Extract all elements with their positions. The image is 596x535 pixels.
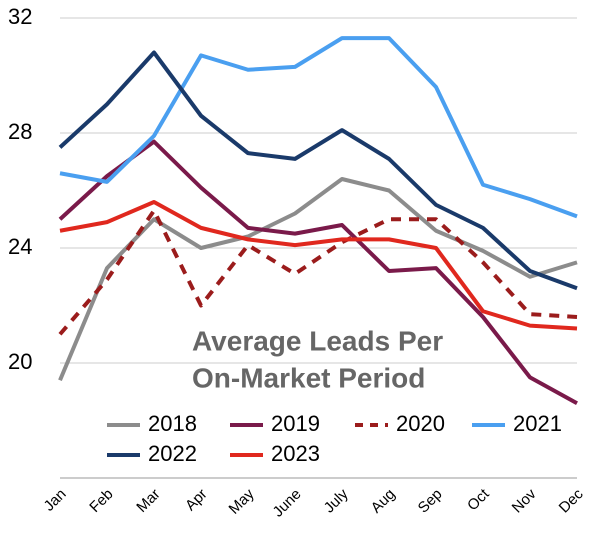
x-tick-label: June <box>270 486 305 521</box>
series-line <box>58 208 578 336</box>
x-tick-label: July <box>321 485 352 516</box>
y-tick-label: 32 <box>8 4 32 29</box>
legend-label: 2023 <box>271 441 320 466</box>
series-line <box>59 200 578 331</box>
x-tick-label: Mar <box>133 486 163 516</box>
chart-title: On-Market Period <box>192 362 425 393</box>
y-tick-label: 24 <box>8 234 32 259</box>
series-line <box>58 139 578 406</box>
chart-title: Average Leads Per <box>192 325 443 356</box>
x-tick-label: Apr <box>182 486 211 515</box>
x-tick-label: Nov <box>509 485 540 516</box>
y-tick-label: 28 <box>8 119 32 144</box>
x-tick-label: May <box>226 485 258 517</box>
legend-label: 2019 <box>271 411 320 436</box>
x-tick-label: Feb <box>86 486 116 516</box>
y-tick-label: 20 <box>8 349 32 374</box>
legend-label: 2021 <box>513 411 562 436</box>
series-line <box>58 177 578 382</box>
x-tick-label: Oct <box>464 485 493 514</box>
series-line <box>58 50 578 291</box>
x-tick-label: Sep <box>415 486 446 517</box>
x-tick-label: Dec <box>556 485 587 516</box>
series-line <box>59 36 578 219</box>
x-tick-label: Aug <box>368 486 399 517</box>
legend-label: 2022 <box>148 441 197 466</box>
x-tick-label: Jan <box>41 486 70 515</box>
legend-label: 2020 <box>396 411 445 436</box>
legend-label: 2018 <box>148 411 197 436</box>
